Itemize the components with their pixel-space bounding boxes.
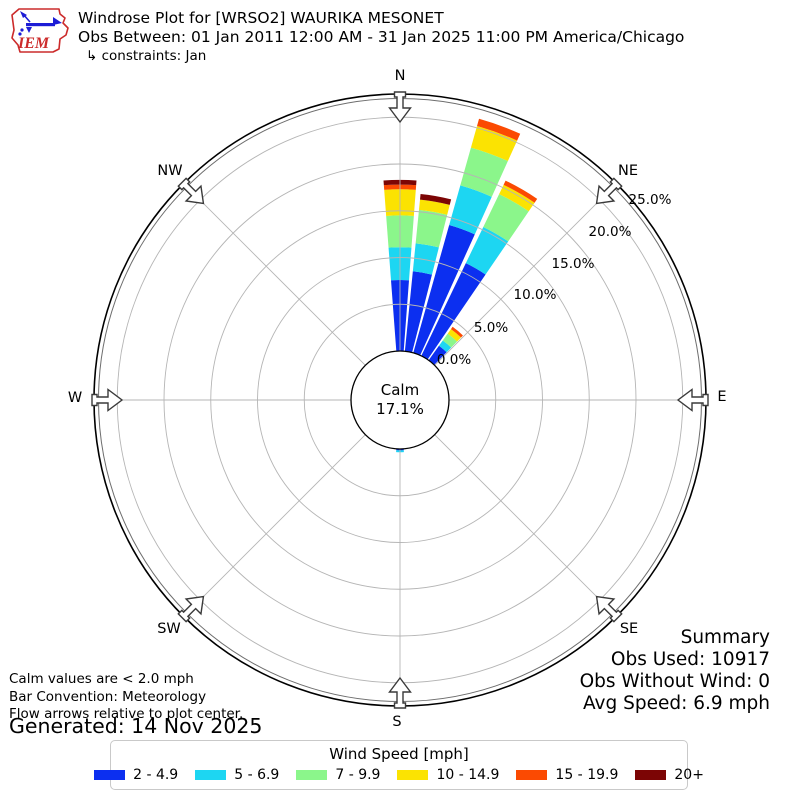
compass-label-sw: SW: [157, 621, 181, 637]
windrose-petal-segment-20-1: [449, 185, 492, 235]
legend-item-label: 7 - 9.9: [335, 767, 381, 783]
calm-label: Calm 17.1%: [376, 381, 424, 419]
legend-item: 15 - 19.9: [516, 767, 618, 783]
legend-item-label: 5 - 6.9: [234, 767, 280, 783]
windrose-petal-segment-20-0: [413, 225, 475, 356]
calm-percent: 17.1%: [376, 400, 424, 418]
legend-title: Wind Speed [mph]: [329, 745, 469, 763]
legend-items: 2 - 4.9 5 - 6.9 7 - 9.9 10 - 14.9 15 - 1…: [94, 767, 704, 783]
windrose-petal-segment-20-4: [477, 118, 521, 141]
grid-spoke-315: [186, 186, 366, 366]
compass-label-s: S: [392, 714, 402, 730]
legend-item: 2 - 4.9: [94, 767, 178, 783]
page-title: Windrose Plot for [WRSO2] WAURIKA MESONE…: [78, 9, 444, 27]
summary-obs-without-wind: Obs Without Wind: 0: [579, 671, 770, 692]
windrose-petal-segment-10-1: [412, 243, 439, 275]
notes-block: Calm values are < 2.0 mph Bar Convention…: [9, 671, 243, 724]
flow-arrow-w: [91, 388, 124, 412]
windrose-petal-segment-40-3: [447, 329, 461, 342]
compass-label-ne: NE: [617, 163, 639, 179]
windrose-petal-segment-10-0: [404, 271, 432, 353]
note-arrows: Flow arrows relative to plot center.: [9, 706, 244, 722]
note-calm: Calm values are < 2.0 mph: [9, 671, 194, 687]
iem-logo-text: IEM: [17, 35, 50, 52]
legend-item-label: 2 - 4.9: [133, 767, 179, 783]
ring-label-10: 10.0%: [513, 287, 557, 303]
compass-label-w: W: [67, 390, 83, 406]
wind-speed-legend: Wind Speed [mph] 2 - 4.9 5 - 6.9 7 - 9.9…: [94, 740, 704, 790]
windrose-petal-segment-40-2: [442, 333, 458, 348]
compass-label-se: SE: [619, 621, 639, 637]
grid-spoke-135: [434, 434, 614, 614]
flow-arrow-s: [388, 676, 412, 709]
page-subtitle: Obs Between: 01 Jan 2011 12:00 AM - 31 J…: [78, 28, 685, 46]
legend-item-label: 15 - 19.9: [555, 767, 619, 783]
legend-swatch: [94, 770, 126, 780]
iem-logo: IEM: [11, 8, 69, 53]
flow-arrow-se: [595, 595, 623, 623]
compass-label-nw: NW: [157, 163, 183, 179]
summary-obs-used: Obs Used: 10917: [610, 649, 770, 670]
windrose-petal-segment-40-0: [428, 345, 447, 365]
legend-swatch: [635, 770, 667, 780]
windrose-petal-segment-30-0: [421, 263, 486, 360]
windrose-petal-segment-10-5: [420, 194, 452, 205]
summary-title: Summary: [680, 627, 770, 648]
calm-circle: [350, 350, 450, 450]
ring-label-5: 5.0%: [473, 320, 509, 336]
legend-item-label: 20+: [674, 767, 704, 783]
ring-label-20: 20.0%: [588, 224, 632, 240]
grid-spoke-45: [434, 186, 614, 366]
flow-arrow-ne: [595, 177, 623, 205]
compass-label-e: E: [717, 389, 727, 405]
flow-arrow-n: [388, 91, 412, 124]
summary-block: Summary Obs Used: 10917 Obs Without Wind…: [580, 627, 770, 715]
flow-arrow-sw: [177, 595, 205, 623]
legend-swatch: [516, 770, 548, 780]
flow-arrow-e: [676, 388, 709, 412]
windrose-petal-segment-40-1: [438, 340, 452, 353]
windrose-petal-segment-20-3: [470, 125, 518, 162]
ring-label-15: 15.0%: [551, 256, 595, 272]
generated-timestamp: Generated: 14 Nov 2025: [9, 714, 263, 738]
grid-spoke-225: [186, 434, 366, 614]
legend-item: 20+: [635, 767, 704, 783]
legend-item-label: 10 - 14.9: [436, 767, 500, 783]
legend-swatch: [195, 770, 227, 780]
summary-avg-speed: Avg Speed: 6.9 mph: [582, 693, 770, 714]
ring-label-25: 25.0%: [628, 192, 672, 208]
windrose-petal-segment-30-1: [465, 226, 509, 275]
ring-label-0: 0.0%: [436, 352, 472, 368]
legend-item: 7 - 9.9: [296, 767, 380, 783]
flow-arrow-nw: [177, 177, 205, 205]
legend-swatch: [397, 770, 429, 780]
compass-label-n: N: [394, 68, 406, 84]
windrose-petal-segment-30-4: [503, 180, 538, 203]
windrose-petal-segment-10-3: [418, 199, 450, 215]
windrose-petal-segment-40-4: [450, 326, 463, 338]
constraints-line: ↳ constraints: Jan: [86, 48, 207, 64]
windrose-petal-segment-30-2: [483, 194, 529, 242]
calm-word: Calm: [380, 381, 420, 399]
legend-item: 10 - 14.9: [397, 767, 499, 783]
anemometer-icon: [18, 11, 62, 36]
legend-item: 5 - 6.9: [195, 767, 279, 783]
legend-swatch: [296, 770, 328, 780]
note-convention: Bar Convention: Meteorology: [9, 688, 207, 705]
windrose-petal-segment-10-2: [415, 209, 448, 248]
windrose-petal-segment-30-3: [499, 184, 535, 212]
